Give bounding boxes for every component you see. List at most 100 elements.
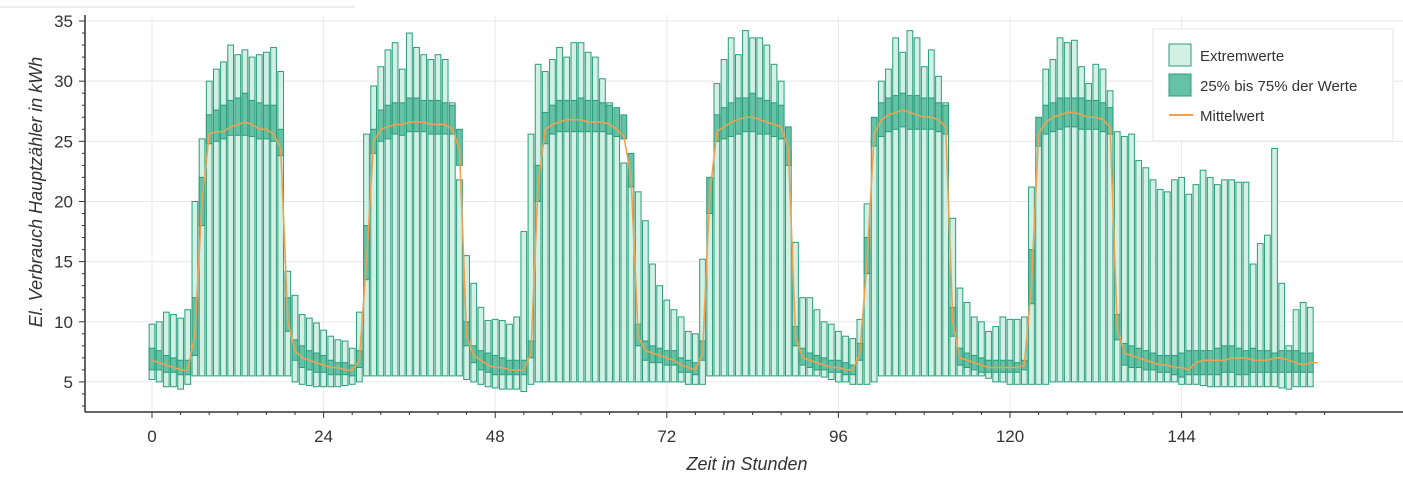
extreme-bar [970, 316, 978, 377]
extreme-bar [935, 75, 942, 377]
extreme-bar [1221, 179, 1228, 388]
extreme-bar [1192, 184, 1200, 385]
extreme-bar [513, 316, 521, 390]
iqr-bar [377, 109, 385, 142]
iqr-bar [749, 92, 756, 133]
iqr-bar [734, 97, 742, 135]
iqr-bar [670, 350, 678, 366]
extreme-bar [255, 54, 263, 377]
extreme-bar [391, 42, 399, 377]
iqr-bar [1271, 352, 1278, 373]
extreme-bar [742, 30, 749, 377]
extreme-bar [1185, 193, 1193, 385]
extreme-bar [849, 338, 857, 385]
x-axis-label: Zeit in Stunden [685, 454, 807, 474]
extreme-bar [1271, 148, 1278, 388]
extreme-bar [756, 37, 764, 377]
extreme-bar [1078, 66, 1085, 383]
extreme-bar [577, 42, 585, 383]
extreme-bar [420, 54, 428, 377]
extreme-bar [212, 68, 220, 377]
iqr-bar [1199, 350, 1207, 376]
iqr-bar [1264, 350, 1271, 373]
extreme-bar [1085, 83, 1093, 383]
y-axis-label: El. Verbrauch Hauptzähler in kWh [26, 57, 46, 327]
iqr-bar [713, 114, 721, 142]
extreme-bar [355, 311, 363, 383]
iqr-bar [549, 104, 556, 135]
extreme-bar [491, 318, 499, 389]
iqr-bar [491, 354, 499, 376]
extreme-bar [827, 323, 835, 381]
extreme-bar [641, 220, 649, 383]
iqr-bar [248, 99, 256, 138]
extreme-bar [205, 80, 213, 377]
extreme-bar [963, 302, 971, 377]
iqr-bar [1092, 99, 1100, 130]
extreme-bar [448, 102, 456, 377]
iqr-bar [577, 97, 585, 133]
extreme-bar [985, 330, 992, 379]
extreme-bar [1142, 167, 1150, 383]
extreme-bar [1020, 316, 1028, 385]
extreme-bar [584, 51, 592, 383]
iqr-bar [570, 99, 578, 133]
iqr-bar [298, 345, 306, 368]
iqr-bar [777, 104, 785, 140]
extreme-bar [563, 56, 571, 383]
iqr-bar [1006, 359, 1014, 373]
extreme-bar [234, 54, 242, 377]
extreme-bar [1128, 133, 1135, 383]
extreme-bar [506, 323, 513, 390]
legend-label-mean: Mittelwert [1200, 108, 1265, 125]
iqr-bar [205, 114, 213, 145]
x-tick-label: 48 [486, 427, 505, 446]
extreme-bar [441, 59, 449, 377]
y-tick-label: 20 [54, 192, 73, 211]
extreme-bar [906, 30, 914, 377]
extreme-bar [456, 179, 463, 377]
extreme-bar [835, 330, 842, 383]
iqr-bar [506, 359, 513, 376]
extreme-bar [270, 46, 277, 377]
extreme-bar [1063, 42, 1071, 383]
extreme-bar [720, 59, 728, 377]
iqr-bar [742, 97, 749, 133]
iqr-bar [448, 104, 456, 135]
extreme-bar [170, 314, 177, 388]
iqr-bar [584, 99, 592, 133]
extreme-bar [1292, 309, 1300, 388]
iqr-bar [398, 102, 406, 136]
iqr-bar [1185, 350, 1193, 376]
iqr-bar [241, 92, 249, 136]
extreme-bar [241, 49, 249, 377]
iqr-bar [935, 102, 942, 133]
iqr-bar [1213, 347, 1221, 376]
extreme-bar [820, 321, 828, 378]
extreme-bar [663, 299, 671, 383]
iqr-bar [212, 109, 220, 142]
y-tick-label: 5 [64, 373, 73, 392]
iqr-bar [1171, 354, 1178, 376]
iqr-bar [563, 99, 571, 133]
extreme-bar [920, 66, 928, 377]
iqr-bar [1299, 352, 1307, 373]
extreme-bar [1171, 179, 1178, 383]
extreme-bar [1249, 263, 1257, 388]
iqr-bar [591, 99, 599, 133]
extreme-bar [384, 49, 392, 377]
extreme-bar [792, 241, 799, 377]
extreme-bar [1149, 179, 1157, 383]
iqr-bar [770, 102, 778, 137]
iqr-bar [148, 347, 156, 371]
extreme-bar [177, 317, 184, 390]
extreme-bar [556, 46, 563, 383]
iqr-bar [270, 104, 277, 142]
iqr-bar [927, 97, 935, 130]
extreme-bar [291, 294, 299, 383]
extreme-bar [1178, 176, 1185, 385]
extreme-bar [398, 68, 406, 377]
iqr-bar [613, 107, 621, 137]
